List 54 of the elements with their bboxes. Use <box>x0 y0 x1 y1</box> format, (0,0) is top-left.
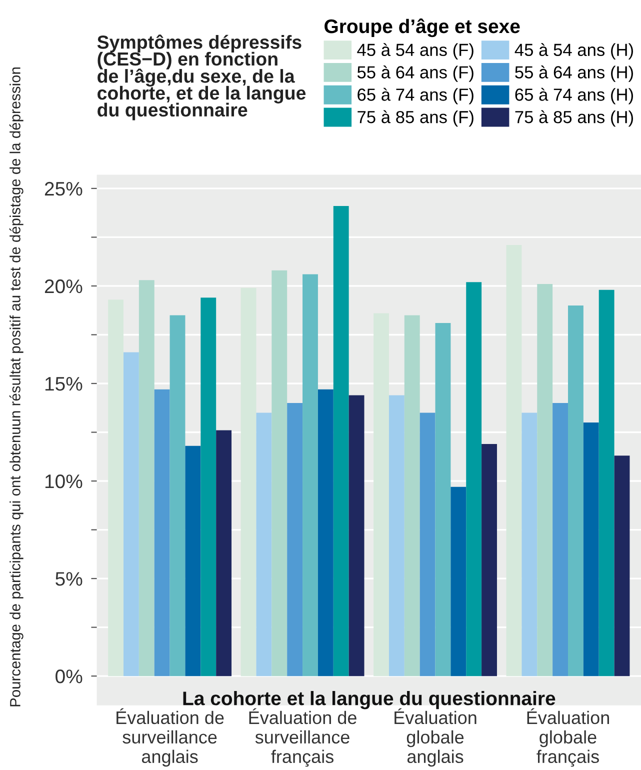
bar <box>302 274 318 676</box>
bar <box>287 402 303 676</box>
bar <box>466 282 482 676</box>
bar <box>240 288 256 676</box>
x-tick-label: Évaluation globale anglais <box>394 708 476 767</box>
bar <box>108 300 124 676</box>
bar <box>614 456 630 676</box>
bar <box>124 352 139 676</box>
bar <box>348 395 364 676</box>
legend-label: 75 à 85 ans (H) <box>515 110 633 127</box>
legend-label: 55 à 64 ans (H) <box>515 65 633 82</box>
legend-label: 65 à 74 ans (H) <box>515 88 633 104</box>
bar <box>170 315 186 676</box>
legend-title: Groupe d’âge et sexe <box>324 18 520 38</box>
x-tick-label: Évaluation de surveillance français <box>249 708 356 767</box>
bar <box>506 245 522 676</box>
bar <box>272 270 288 676</box>
y-tick-label: 20% <box>44 279 82 294</box>
chart-title: Symptômes dépressifs (CES−D) en fonction de l’âge,du sexe, de la cohorte, et de la langue du questionnaire <box>97 34 306 120</box>
y-tick-label: 0% <box>56 670 82 684</box>
bar <box>138 280 154 676</box>
bar <box>420 412 436 676</box>
legend-label: 75 à 85 ans (F) <box>358 110 474 127</box>
bar <box>333 206 349 676</box>
bar <box>216 430 232 676</box>
bar <box>185 446 201 676</box>
bar <box>318 389 334 676</box>
bar <box>374 313 389 676</box>
bar <box>482 444 497 676</box>
legend-label: 65 à 74 ans (F) <box>358 88 474 104</box>
y-tick-label: 10% <box>45 474 82 488</box>
bar <box>598 290 614 676</box>
y-tick-label: 25% <box>44 182 82 196</box>
legend-label: 45 à 54 ans (F) <box>357 43 474 60</box>
x-tick-label: Évaluation globale français <box>527 708 609 767</box>
bar <box>256 412 272 676</box>
bar <box>568 305 584 676</box>
bar <box>404 315 420 676</box>
bar <box>522 412 538 676</box>
bar <box>537 284 553 676</box>
x-tick-label: Évaluation de surveillance anglais <box>116 708 224 767</box>
y-tick-label: 5% <box>56 572 82 586</box>
bar <box>435 323 451 676</box>
legend-label: 55 à 64 ans (F) <box>357 65 474 82</box>
bar <box>450 486 466 676</box>
y-tick-label: 15% <box>45 377 82 391</box>
bar <box>552 402 568 676</box>
bar <box>154 389 170 676</box>
y-axis-title: Pourcentage de participants qui ont obtenuun résultat positif au test de dépistage de la dépression <box>9 68 24 706</box>
legend-label: 45 à 54 ans (H) <box>514 43 633 60</box>
bar <box>388 395 404 676</box>
bar <box>200 298 216 676</box>
x-axis-title: La cohorte et la langue du questionnaire <box>183 690 556 710</box>
bar <box>583 422 599 676</box>
